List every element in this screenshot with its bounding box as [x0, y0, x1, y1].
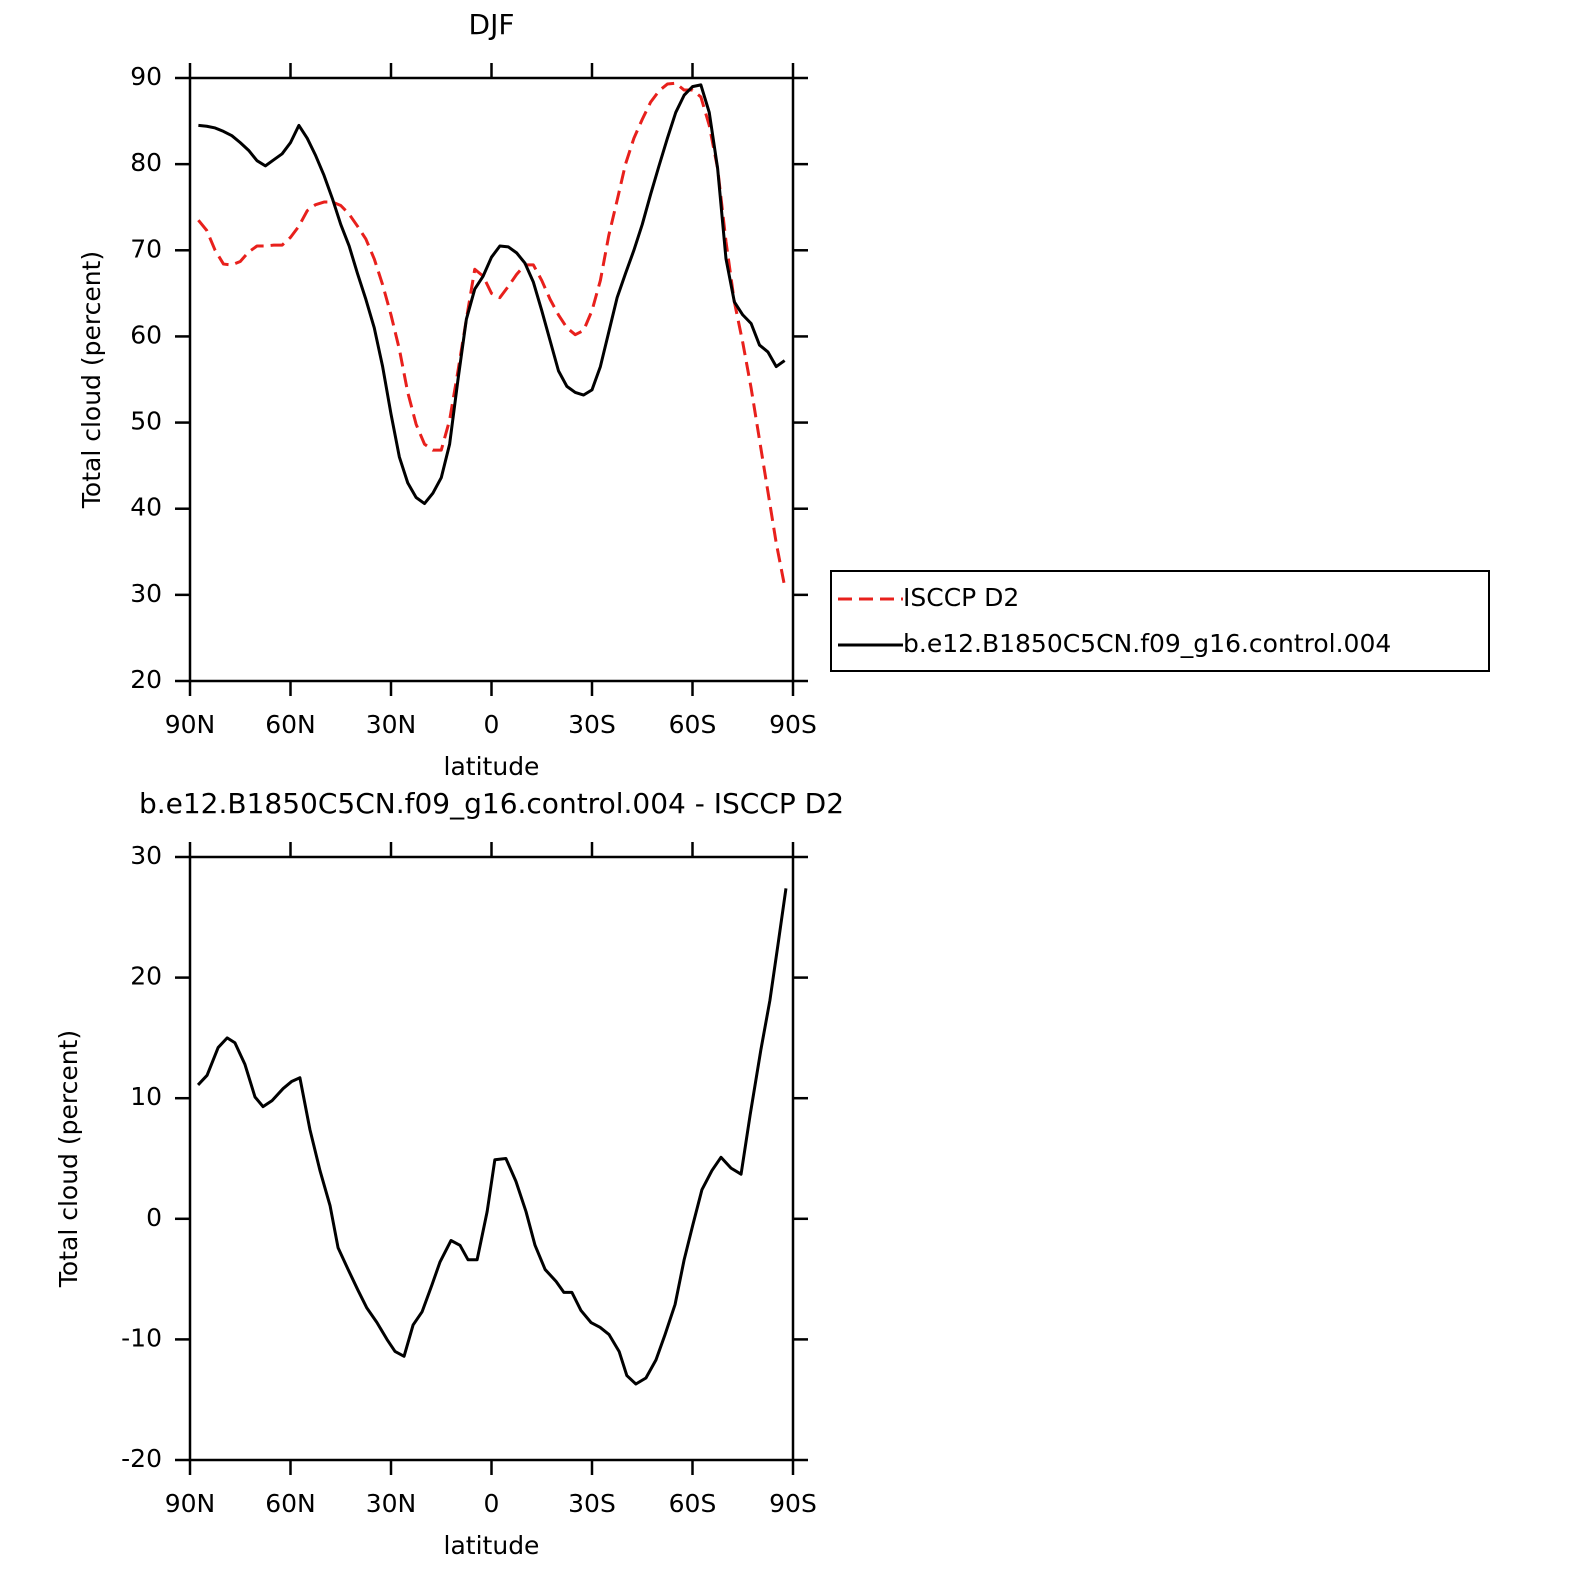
x-tick-label: 60N [265, 710, 316, 739]
data-line [197, 81, 787, 587]
y-tick-label: -20 [121, 1444, 162, 1473]
y-tick-label: 40 [130, 493, 162, 522]
legend-box [830, 570, 1490, 672]
data-line [196, 888, 788, 1386]
y-tick-label: 30 [130, 579, 162, 608]
y-tick-label: 70 [130, 234, 162, 263]
legend: ISCCP D2 b.e12.B1850C5CN.f09_g16.control.… [830, 570, 1490, 672]
y-tick-label: 20 [130, 665, 162, 694]
plot-frame [188, 855, 795, 1462]
x-tick-label: 90S [769, 1489, 817, 1518]
x-axis-label: latitude [444, 1531, 540, 1560]
plot-frame [188, 76, 795, 683]
y-tick-label: 0 [146, 1203, 162, 1232]
y-axis-label: Total cloud (percent) [77, 251, 106, 509]
x-tick-label: 90N [165, 1489, 216, 1518]
y-tick-label: 90 [130, 62, 162, 91]
chart-title: b.e12.B1850C5CN.f09_g16.control.004 - IS… [139, 787, 844, 820]
legend-label: ISCCP D2 [903, 583, 1019, 612]
x-tick-label: 0 [484, 710, 500, 739]
x-tick-label: 60S [669, 710, 717, 739]
y-tick-label: 80 [130, 148, 162, 177]
y-tick-label: -10 [121, 1323, 162, 1352]
x-tick-label: 30S [568, 710, 616, 739]
y-tick-label: 30 [130, 841, 162, 870]
data-line [198, 83, 786, 506]
x-tick-label: 0 [484, 1489, 500, 1518]
x-tick-label: 90S [769, 710, 817, 739]
y-tick-label: 20 [130, 962, 162, 991]
x-tick-label: 30S [568, 1489, 616, 1518]
x-tick-label: 30N [366, 710, 417, 739]
x-axis-label: latitude [444, 752, 540, 781]
chart-title: DJF [469, 8, 515, 41]
y-tick-label: 60 [130, 320, 162, 349]
y-tick-label: 10 [130, 1082, 162, 1111]
y-axis-label: Total cloud (percent) [54, 1030, 83, 1288]
x-tick-label: 60S [669, 1489, 717, 1518]
x-tick-label: 90N [165, 710, 216, 739]
y-tick-label: 50 [130, 407, 162, 436]
x-tick-label: 60N [265, 1489, 316, 1518]
x-tick-label: 30N [366, 1489, 417, 1518]
legend-label: b.e12.B1850C5CN.f09_g16.control.004 [903, 629, 1391, 658]
